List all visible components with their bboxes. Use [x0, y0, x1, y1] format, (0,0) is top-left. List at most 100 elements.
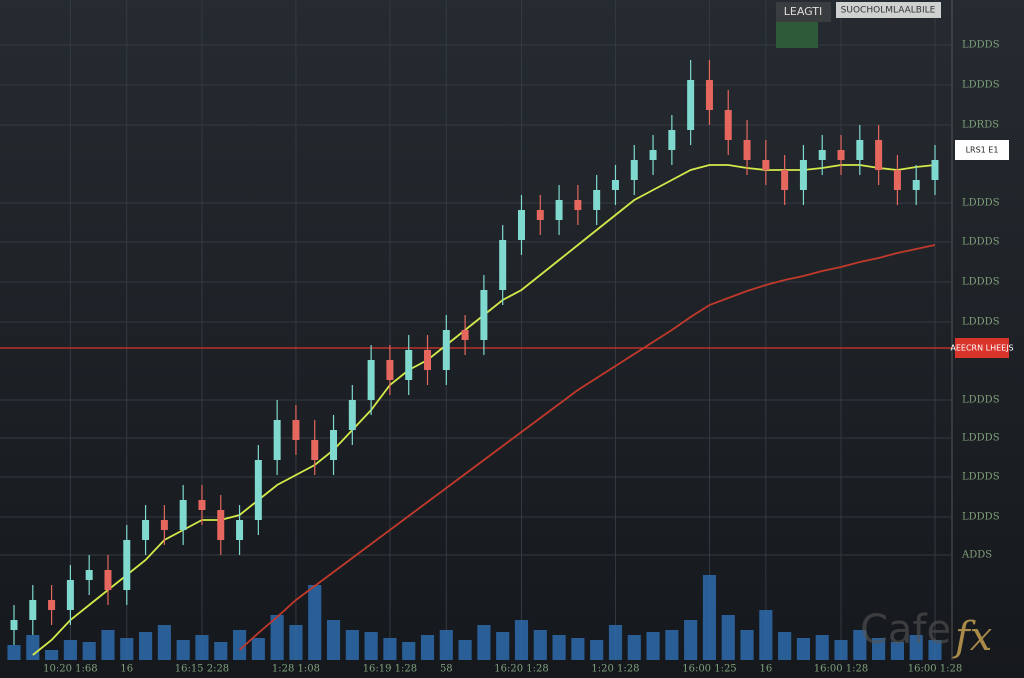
x-tick-label: 16 [120, 664, 133, 675]
candle-body [705, 80, 713, 110]
legend-entry: LEAGTI [784, 5, 823, 18]
volume-bar [759, 610, 773, 660]
x-tick-label: 1:28 1:08 [272, 664, 320, 675]
candle-body [217, 510, 225, 540]
volume-bar [646, 632, 660, 660]
volume-bar [157, 625, 171, 660]
volume-bar [138, 632, 153, 660]
candle-body [198, 500, 206, 510]
candle-body [367, 360, 375, 400]
volume-bar [420, 635, 435, 660]
y-tick-label: ADDS [961, 550, 992, 561]
volume-bar [326, 620, 341, 660]
volume-bar [533, 630, 547, 660]
price-label: LRS1 E1 [966, 146, 999, 155]
candle-body [85, 570, 93, 580]
candle-body [593, 190, 601, 210]
volume-bar [63, 640, 77, 660]
volume-bar [345, 630, 359, 660]
volume-bar [627, 635, 641, 660]
volume-bar [571, 638, 585, 660]
volume-bar [402, 642, 416, 660]
volume-bar [270, 615, 284, 660]
legend-swatch [776, 22, 818, 48]
volume-bar [195, 635, 209, 660]
y-tick-label: LDDDS [962, 198, 1000, 209]
candle-body [405, 350, 413, 380]
x-tick-label: 16 [759, 664, 772, 675]
candle-body [179, 500, 187, 530]
volume-bar [514, 620, 529, 660]
volume-bar [890, 642, 904, 660]
x-tick-label: 16:00 1:25 [682, 664, 736, 675]
volume-bar [665, 630, 679, 660]
candle-body [611, 180, 619, 190]
y-tick-label: LDDDS [962, 237, 1000, 248]
legend-entry: SUOCHOLMLAALBILE [841, 6, 936, 16]
y-tick-label: LDDDS [962, 433, 1000, 444]
y-tick-label: LDDDS [962, 395, 1000, 406]
candle-body [442, 330, 450, 370]
volume-bar [702, 575, 717, 660]
candle-body [292, 420, 300, 440]
volume-bar [232, 630, 247, 660]
candle-body [29, 600, 37, 620]
volume-bar [608, 625, 623, 660]
volume-bar [364, 632, 378, 660]
volume-bar [590, 640, 604, 660]
candle-body [236, 520, 244, 540]
volume-bar [684, 620, 698, 660]
candle-body [424, 350, 432, 370]
candle-body [668, 130, 676, 150]
volume-bar [928, 640, 942, 660]
x-tick-label: 16:00 1:28 [908, 664, 962, 675]
price-label: AEECRN LHEEJS [950, 344, 1013, 353]
x-tick-label: 16:19 1:28 [363, 664, 417, 675]
legend-box [776, 2, 831, 22]
candle-body [931, 160, 939, 180]
volume-bar [740, 630, 754, 660]
volume-bar [439, 630, 453, 660]
x-tick-label: 58 [440, 664, 453, 675]
volume-bar [872, 638, 886, 660]
volume-bar [101, 630, 115, 660]
volume-bar [496, 632, 510, 660]
candle-body [66, 580, 74, 610]
candle-body [48, 600, 56, 610]
volume-bar [176, 640, 190, 660]
candle-body [480, 290, 488, 340]
candle-body [912, 180, 920, 190]
candle-body [348, 400, 356, 430]
volume-bar [26, 635, 40, 660]
candle-body [386, 360, 394, 380]
candle-body [630, 160, 638, 180]
volume-bar [853, 630, 867, 660]
candle-body [160, 520, 168, 530]
candle-body [893, 170, 901, 190]
candle-body [499, 240, 507, 290]
candle-body [875, 140, 883, 170]
line [238, 244, 936, 651]
volume-bar [458, 640, 472, 660]
candle-body [104, 570, 112, 590]
watermark: fx [952, 614, 992, 660]
volume-bar [7, 645, 21, 660]
y-tick-label: LDDDS [962, 80, 1000, 91]
candle-body [762, 160, 770, 170]
volume-bar [120, 638, 134, 660]
watermark: Cafe [860, 607, 951, 653]
volume-bar [815, 635, 829, 660]
y-tick-label: LDDDS [962, 317, 1000, 328]
volume-bar [477, 625, 491, 660]
volume-bar [834, 640, 848, 660]
candle-body [799, 160, 807, 190]
candle-body [856, 140, 864, 160]
candle-body [837, 150, 845, 160]
x-tick-label: 16:15 2:28 [175, 664, 229, 675]
y-tick-label: LDDDS [962, 512, 1000, 523]
volume-bar [778, 632, 792, 660]
candle-body [311, 440, 319, 460]
volume-bar [289, 625, 303, 660]
